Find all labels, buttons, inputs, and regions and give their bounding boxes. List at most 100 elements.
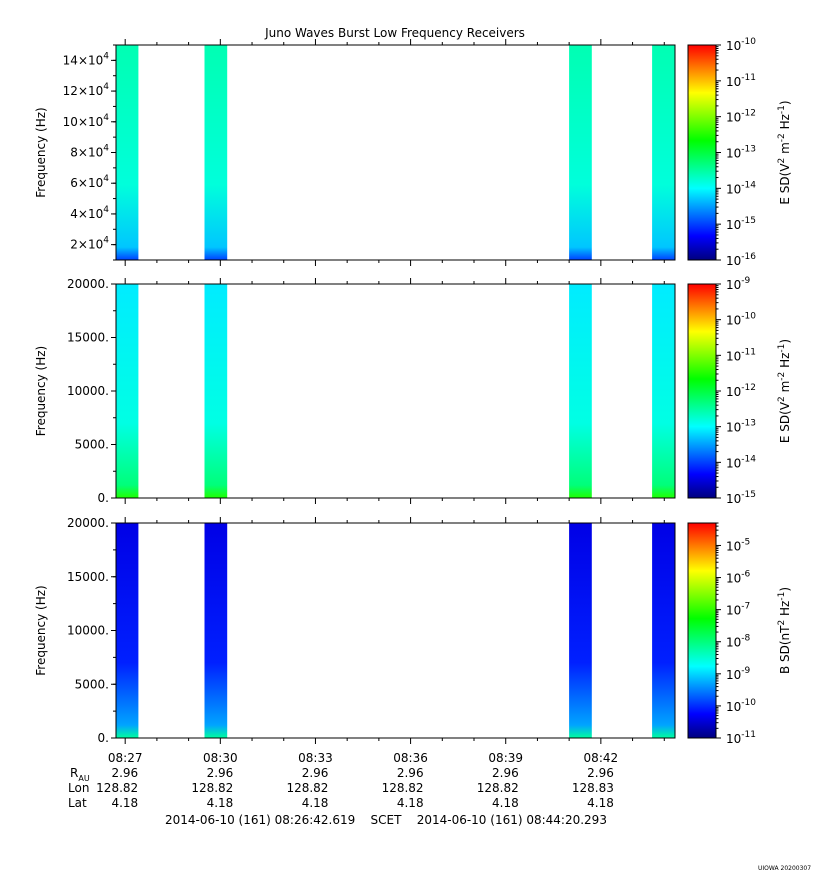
y-tick-exponent: 4	[103, 82, 109, 92]
ephem-r-value: 2.96	[397, 766, 424, 780]
colorbar-tick-label: 10-8	[726, 634, 751, 650]
y-tick-label: 15000.	[67, 331, 109, 345]
y-axis-label: Frequency (Hz)	[34, 346, 48, 437]
burst-1	[115, 284, 139, 498]
ephem-r-value: 2.96	[587, 766, 614, 780]
colorbar-tick-label: 10-15	[726, 490, 756, 506]
colorbar-label-exp: -2	[777, 133, 787, 142]
colorbar-tick-label: 10-9	[726, 276, 751, 292]
chart-title: Juno Waves Burst Low Frequency Receivers	[264, 26, 525, 40]
y-tick-exponent: 4	[103, 51, 109, 61]
colorbar-label-text: B SD(nT	[778, 625, 792, 674]
colorbar-label: E SD(V2 m-2 Hz-1)	[777, 339, 792, 443]
ephem-label-r-sub: AU	[78, 774, 89, 783]
y-tick-label: 6×104	[70, 174, 109, 190]
colorbar-tick-exponent: -12	[741, 109, 756, 119]
colorbar-label-text: m	[778, 142, 792, 158]
colorbar-tick-exponent: -11	[741, 730, 756, 740]
burst-4	[652, 284, 675, 498]
colorbar-tick-label: 10-10	[726, 312, 756, 328]
y-tick-exponent: 4	[103, 113, 109, 123]
burst-3	[569, 523, 592, 738]
colorbar	[687, 283, 717, 499]
colorbar-tick-exponent: -15	[741, 216, 756, 226]
ephem-lon-value: 128.82	[382, 781, 424, 795]
colorbar-tick-label: 10-12	[726, 109, 756, 125]
y-tick-label: 5000.	[75, 438, 109, 452]
time-tick-label: 08:27	[108, 751, 143, 765]
colorbar-label-text: E SD(V	[778, 401, 792, 443]
y-tick-label: 10000.	[67, 384, 109, 398]
colorbar-tick-label: 10-14	[726, 454, 756, 470]
footer-start: 2014-06-10 (161) 08:26:42.619	[165, 813, 356, 827]
ephem-r-value: 2.96	[492, 766, 519, 780]
colorbar-tick-exponent: -6	[741, 570, 750, 580]
colorbar-tick-exponent: -13	[741, 419, 756, 429]
y-tick-exponent: 4	[103, 144, 109, 154]
footer-time-range: 2014-06-10 (161) 08:26:42.619 SCET 2014-…	[165, 813, 607, 827]
burst-1	[115, 45, 139, 260]
colorbar-tick-label: 10-13	[726, 419, 756, 435]
colorbar-tick-label: 10-14	[726, 180, 756, 196]
colorbar-label-text: )	[778, 587, 792, 592]
panel-3: 0. 5000. 10000. 15000. 20000. Frequency (Hz) 1…	[34, 516, 792, 746]
burst-2	[204, 523, 228, 738]
y-tick-label: 14×104	[63, 51, 110, 67]
colorbar-tick-label: 10-13	[726, 145, 756, 161]
burst-2	[204, 284, 228, 498]
colorbar-label-exp: 2	[777, 620, 787, 626]
colorbar-tick-exponent: -8	[741, 634, 750, 644]
colorbar-tick-label: 10-12	[726, 383, 756, 399]
y-tick-label: 10×104	[63, 113, 110, 129]
colorbar-tick-label: 10-11	[726, 347, 756, 363]
y-tick-label: 20000.	[67, 516, 109, 530]
y-tick-label: 5000.	[75, 677, 109, 691]
y-tick-label: 4×104	[70, 205, 109, 221]
colorbar-tick-exponent: -10	[741, 37, 756, 47]
colorbar-tick-label: 10-15	[726, 216, 756, 232]
panel-1: 2×104 4×104 6×104 8×104 10×104 12×104 14×104 Fr…	[34, 37, 792, 268]
footer-scet: SCET	[370, 813, 402, 827]
colorbar-label-exp: -1	[777, 592, 787, 601]
colorbar-tick-label: 10-11	[726, 730, 756, 746]
ephem-lat-value: 4.18	[207, 796, 234, 810]
colorbar-label-exp: -1	[777, 105, 787, 114]
ephem-r-value: 2.96	[111, 766, 138, 780]
burst-3	[569, 45, 592, 260]
y-tick-exponent: 4	[103, 236, 109, 246]
y-tick-label: 0.	[98, 731, 109, 745]
colorbar-tick-exponent: -11	[741, 73, 756, 83]
ephem-r-value: 2.96	[302, 766, 329, 780]
colorbar-label-exp: -2	[777, 372, 787, 381]
colorbar-tick-exponent: -15	[741, 490, 756, 500]
y-tick-label: 15000.	[67, 570, 109, 584]
colorbar-label-text: Hz	[778, 601, 792, 620]
colorbar-label: E SD(V2 m-2 Hz-1)	[777, 100, 792, 204]
y-tick-label: 2×104	[70, 236, 109, 252]
colorbar-label-exp: 2	[777, 396, 787, 402]
ephem-label-lon: Lon	[68, 781, 89, 795]
ephem-lat-value: 4.18	[587, 796, 614, 810]
y-axis-label: Frequency (Hz)	[34, 585, 48, 676]
colorbar-tick-label: 10-10	[726, 698, 756, 714]
panel-2: 0. 5000. 10000. 15000. 20000. Frequency (Hz) 1…	[34, 276, 792, 506]
colorbar-label: B SD(nT2 Hz-1)	[777, 587, 792, 674]
colorbar-tick-exponent: -9	[741, 276, 750, 286]
burst-2	[204, 45, 228, 260]
colorbar-tick-exponent: -13	[741, 145, 756, 155]
burst-4	[652, 523, 675, 738]
y-tick-label: 10000.	[67, 624, 109, 638]
y-axis-label: Frequency (Hz)	[34, 107, 48, 198]
colorbar-tick-label: 10-7	[726, 602, 750, 618]
colorbar-tick-label: 10-5	[726, 537, 750, 553]
colorbar-tick-label: 10-6	[726, 570, 751, 586]
colorbar	[687, 522, 717, 739]
ephem-lon-value: 128.83	[572, 781, 614, 795]
colorbar-tick-label: 10-16	[726, 252, 756, 268]
ephem-lon-value: 128.82	[477, 781, 519, 795]
colorbar-label-exp: -1	[777, 344, 787, 353]
colorbar-label-text: Hz	[778, 353, 792, 372]
colorbar-label-text: Hz	[778, 114, 792, 133]
colorbar-label-text: m	[778, 381, 792, 397]
